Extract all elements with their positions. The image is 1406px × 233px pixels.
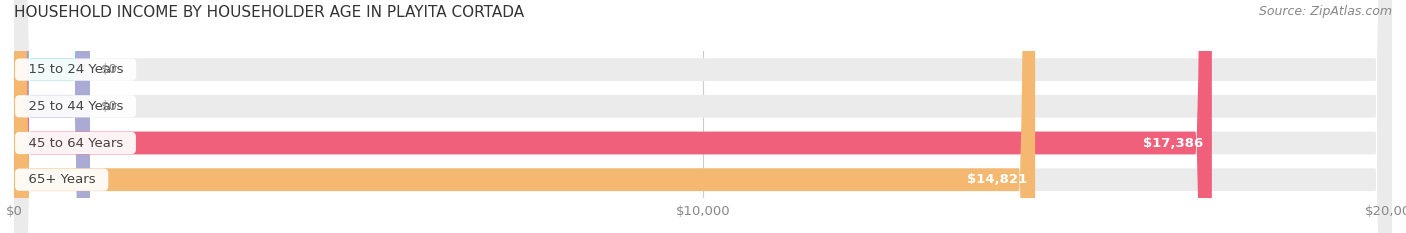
FancyBboxPatch shape: [14, 0, 90, 233]
Text: 25 to 44 Years: 25 to 44 Years: [20, 100, 131, 113]
Text: 45 to 64 Years: 45 to 64 Years: [20, 137, 131, 150]
FancyBboxPatch shape: [14, 0, 1392, 233]
FancyBboxPatch shape: [14, 0, 1035, 233]
Text: 15 to 24 Years: 15 to 24 Years: [20, 63, 132, 76]
FancyBboxPatch shape: [14, 0, 1212, 233]
Text: $14,821: $14,821: [967, 173, 1026, 186]
FancyBboxPatch shape: [14, 0, 1392, 233]
FancyBboxPatch shape: [14, 0, 90, 233]
Text: 65+ Years: 65+ Years: [20, 173, 104, 186]
FancyBboxPatch shape: [14, 0, 1392, 233]
Text: Source: ZipAtlas.com: Source: ZipAtlas.com: [1258, 5, 1392, 18]
Text: $17,386: $17,386: [1143, 137, 1204, 150]
Text: $0: $0: [101, 100, 118, 113]
Text: $0: $0: [101, 63, 118, 76]
Text: HOUSEHOLD INCOME BY HOUSEHOLDER AGE IN PLAYITA CORTADA: HOUSEHOLD INCOME BY HOUSEHOLDER AGE IN P…: [14, 5, 524, 20]
FancyBboxPatch shape: [14, 0, 1392, 233]
